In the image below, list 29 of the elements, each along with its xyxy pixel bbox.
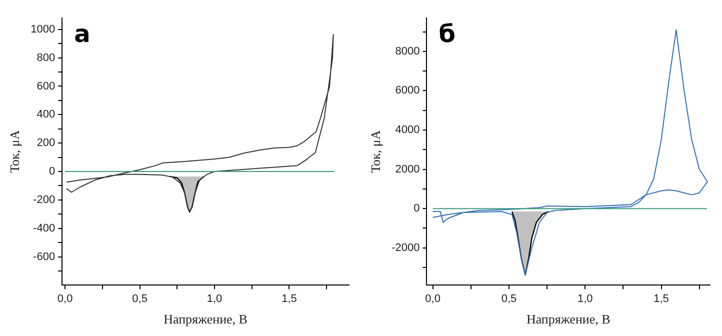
y-tick-label: 1000 bbox=[30, 23, 56, 36]
y-tick-label: 2000 bbox=[395, 163, 420, 176]
y-axis-title: Ток, μA bbox=[7, 130, 22, 173]
x-axis-title: Напряжение, В bbox=[164, 312, 248, 327]
x-axis-title: Напряжение, В bbox=[526, 312, 611, 327]
y-tick-label: 800 bbox=[36, 52, 56, 64]
y-tick-label: 400 bbox=[36, 108, 56, 121]
y-tick-label: 4000 bbox=[395, 124, 420, 136]
x-tick-label: 0,0 bbox=[425, 292, 440, 305]
x-tick-label: 1,5 bbox=[282, 292, 297, 305]
y-tick-label: -600 bbox=[33, 250, 56, 263]
y-tick-label: 8000 bbox=[395, 45, 420, 58]
y-tick-label: -2000 bbox=[392, 242, 420, 254]
y-tick-label: -200 bbox=[33, 194, 56, 206]
x-tick-label: 0,5 bbox=[132, 292, 148, 305]
x-tick-label: 0,5 bbox=[501, 292, 517, 305]
y-tick-label: -400 bbox=[33, 222, 56, 234]
x-tick-label: 1,0 bbox=[206, 292, 222, 305]
x-tick-label: 1,5 bbox=[654, 292, 669, 305]
y-tick-label: 600 bbox=[36, 80, 56, 92]
y-tick-label: 200 bbox=[36, 137, 56, 150]
x-tick-label: 0,0 bbox=[57, 292, 73, 305]
y-axis-title: Ток, μA bbox=[368, 130, 384, 173]
y-tick-label: 0 bbox=[48, 166, 56, 178]
chart-title: а bbox=[74, 20, 90, 48]
chart-title: б bbox=[438, 20, 456, 48]
y-tick-label: 6000 bbox=[395, 84, 420, 97]
y-tick-label: 0 bbox=[414, 202, 420, 215]
x-tick-label: 1,0 bbox=[577, 292, 593, 305]
